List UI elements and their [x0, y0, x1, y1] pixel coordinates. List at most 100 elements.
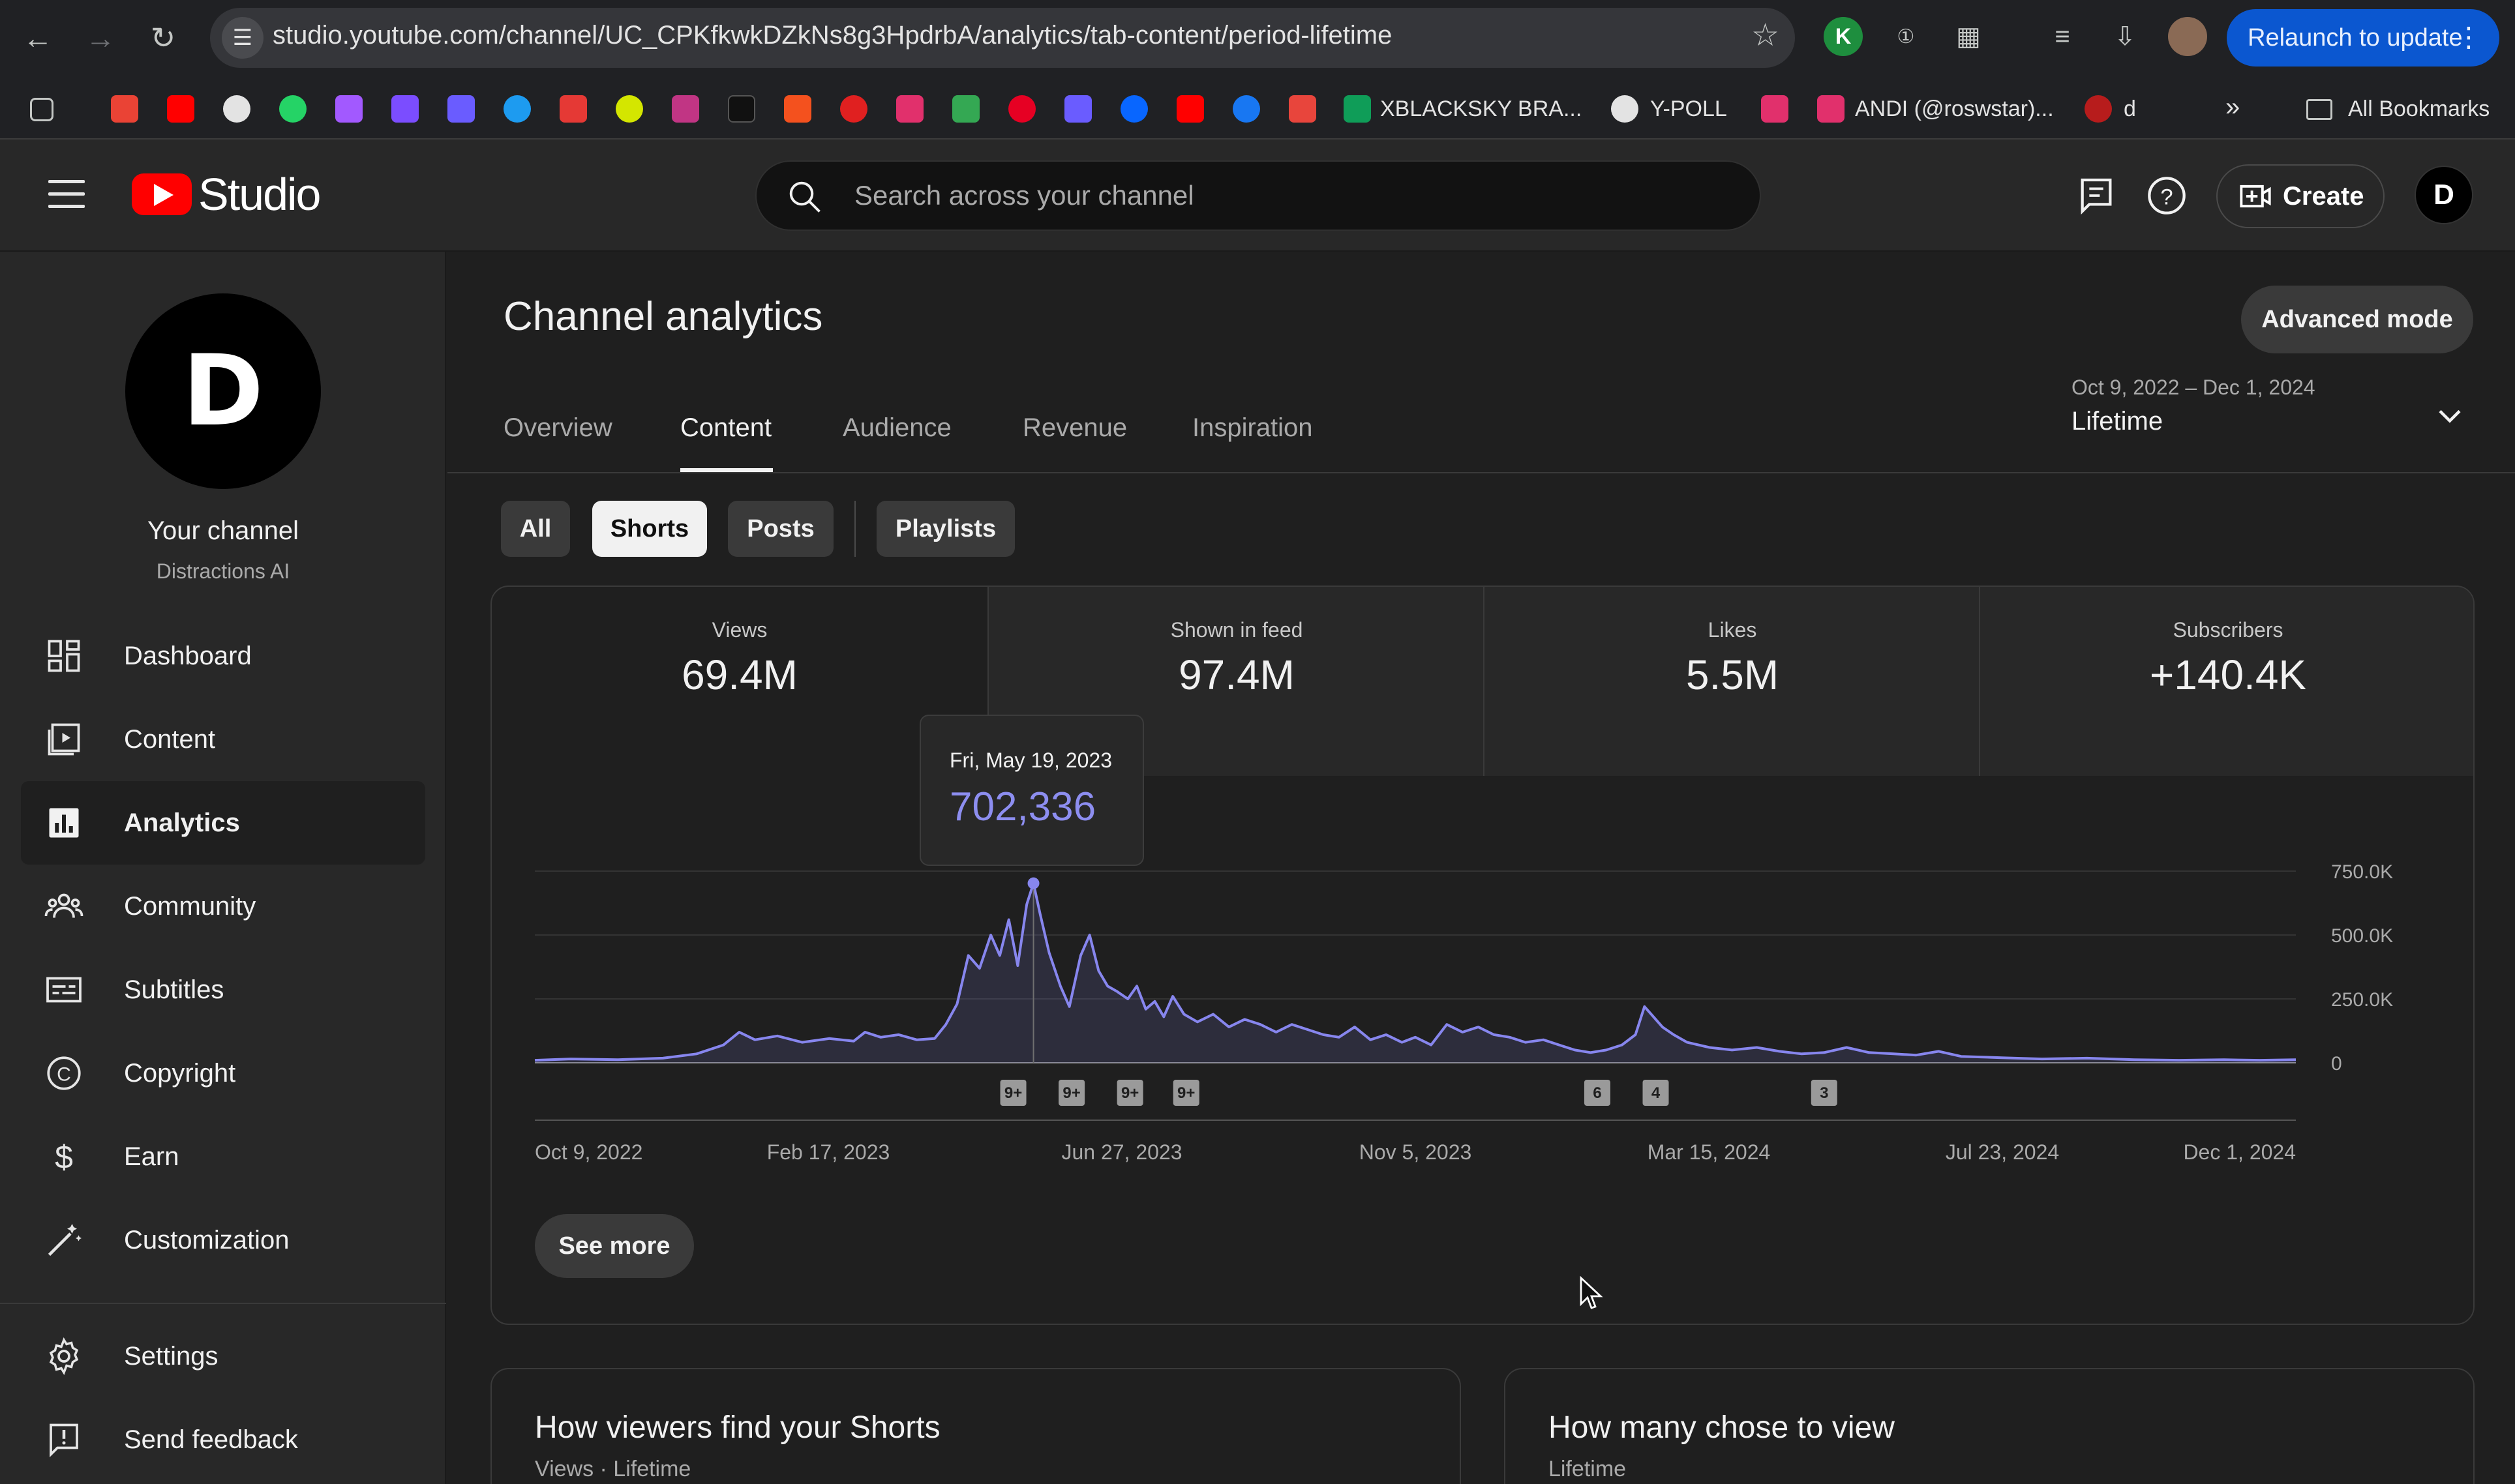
- date-range-text[interactable]: Oct 9, 2022 – Dec 1, 2024: [2071, 376, 2315, 399]
- whatsapp-icon[interactable]: [279, 95, 307, 123]
- address-url[interactable]: studio.youtube.com/channel/UC_CPKfkwkDZk…: [273, 21, 1393, 50]
- tab-inspiration[interactable]: Inspiration: [1192, 413, 1313, 442]
- bookmark-star-icon[interactable]: ☆: [1751, 18, 1779, 53]
- see-more-button[interactable]: See more: [535, 1214, 694, 1278]
- bookmark-square-icon[interactable]: [672, 95, 699, 123]
- tab-overview[interactable]: Overview: [504, 413, 612, 442]
- bookmark-arrow-icon[interactable]: [784, 95, 811, 123]
- download-icon[interactable]: ⇩: [2114, 22, 2136, 51]
- meta-icon[interactable]: [1121, 95, 1148, 123]
- tab-audience[interactable]: Audience: [843, 413, 952, 442]
- profile-icon[interactable]: [2168, 17, 2207, 56]
- instagram3-icon[interactable]: [1817, 95, 1845, 123]
- account-avatar[interactable]: D: [2415, 166, 2473, 224]
- studio-logo[interactable]: Studio: [132, 169, 321, 220]
- extensions-puzzle-icon[interactable]: ▦: [1956, 22, 1981, 51]
- advanced-mode-button[interactable]: Advanced mode: [2241, 286, 2473, 353]
- back-icon[interactable]: ←: [23, 21, 53, 55]
- card-how-viewers-find[interactable]: How viewers find your Shorts Views · Lif…: [490, 1368, 1461, 1484]
- all-bookmarks[interactable]: All Bookmarks: [2348, 96, 2490, 121]
- search-box[interactable]: [755, 160, 1761, 231]
- video-marker-badge: [1059, 1080, 1085, 1106]
- forward-icon[interactable]: →: [85, 21, 115, 55]
- bookmark-s-icon[interactable]: [391, 95, 419, 123]
- bookmark-ypoll[interactable]: Y-POLL: [1650, 96, 1727, 121]
- download-bookmark-icon[interactable]: [560, 95, 587, 123]
- chatgpt2-icon[interactable]: [1611, 95, 1638, 123]
- folder-icon[interactable]: [2306, 99, 2332, 120]
- sheets-icon[interactable]: [1344, 95, 1371, 123]
- apps-grid-icon[interactable]: [30, 98, 53, 121]
- metric-value: +140.4K: [2149, 651, 2307, 698]
- bookmark-d-icon[interactable]: [2085, 95, 2112, 123]
- instagram-icon[interactable]: [896, 95, 924, 123]
- sidebar-item-earn[interactable]: $ Earn: [21, 1115, 425, 1198]
- bookmark-p-icon[interactable]: [840, 95, 867, 123]
- chip-playlists[interactable]: Playlists: [877, 501, 1015, 557]
- sidebar-item-send-feedback[interactable]: Send feedback: [21, 1398, 425, 1481]
- metric-views[interactable]: Views 69.4M: [492, 587, 987, 776]
- messenger-icon[interactable]: [504, 95, 531, 123]
- menu-icon[interactable]: [48, 180, 85, 209]
- bookmark-dot-icon[interactable]: [616, 95, 643, 123]
- tab-revenue[interactable]: Revenue: [1023, 413, 1128, 442]
- y-tick-label: 500.0K: [2331, 925, 2393, 947]
- messages-icon[interactable]: [2075, 175, 2117, 216]
- channel-avatar[interactable]: D: [125, 293, 321, 489]
- bookmark-xblacksky[interactable]: XBLACKSKY BRA...: [1380, 96, 1582, 121]
- reload-icon[interactable]: ↻: [150, 21, 176, 55]
- media-queue-icon[interactable]: ≡: [2055, 22, 2070, 51]
- bookmark-9-icon[interactable]: [1289, 95, 1316, 123]
- date-period[interactable]: Lifetime: [2071, 407, 2163, 436]
- chip-shorts[interactable]: Shorts: [592, 501, 707, 557]
- card-title: How many chose to view: [1548, 1410, 1895, 1445]
- bookmark-h-icon[interactable]: [447, 95, 475, 123]
- bookmark-andi[interactable]: ANDI (@roswstar)...: [1855, 96, 2054, 121]
- x-tick-label: Nov 5, 2023: [1359, 1140, 1472, 1164]
- sidebar-item-subtitles[interactable]: Subtitles: [21, 948, 425, 1031]
- address-bar[interactable]: ☰ studio.youtube.com/channel/UC_CPKfkwkD…: [210, 8, 1795, 68]
- x-tick-label: Mar 15, 2024: [1648, 1140, 1771, 1164]
- pinterest-icon[interactable]: [1008, 95, 1036, 123]
- sidebar-item-analytics[interactable]: Analytics: [21, 781, 425, 865]
- bookmark-d[interactable]: d: [2124, 96, 2136, 121]
- metric-subscribers[interactable]: Subscribers +140.4K: [1980, 587, 2473, 776]
- extension-2-icon[interactable]: ①: [1897, 25, 1915, 48]
- youtube-icon[interactable]: [167, 95, 194, 123]
- sidebar-item-content[interactable]: Content: [21, 698, 425, 781]
- sidebar-item-community[interactable]: Community: [21, 865, 425, 948]
- create-button[interactable]: Create: [2216, 164, 2385, 228]
- extension-k-icon[interactable]: K: [1824, 17, 1863, 56]
- sidebar-item-customization[interactable]: Customization: [21, 1198, 425, 1282]
- metric-likes[interactable]: Likes 5.5M: [1484, 587, 1980, 776]
- sidebar-item-settings[interactable]: Settings: [21, 1314, 425, 1398]
- chip-all[interactable]: All: [501, 501, 570, 557]
- help-icon[interactable]: ?: [2146, 175, 2188, 216]
- video-marker-label: 4: [1651, 1084, 1661, 1102]
- drive-icon[interactable]: [952, 95, 980, 123]
- chevron-down-icon[interactable]: [2430, 396, 2469, 436]
- card-how-many-chose[interactable]: How many chose to view Lifetime: [1504, 1368, 2475, 1484]
- youtube2-icon[interactable]: [1177, 95, 1204, 123]
- video-marker-label: 3: [1820, 1084, 1828, 1102]
- logo-text: Studio: [198, 169, 321, 220]
- sidebar-item-dashboard[interactable]: Dashboard: [21, 614, 425, 698]
- search-input[interactable]: [854, 162, 1702, 230]
- figma-icon[interactable]: [335, 95, 363, 123]
- chatgpt-icon[interactable]: [223, 95, 250, 123]
- tiktok-icon[interactable]: [728, 95, 755, 123]
- sidebar-item-copyright[interactable]: C Copyright: [21, 1031, 425, 1115]
- chip-posts[interactable]: Posts: [728, 501, 834, 557]
- sidebar-item-label: Earn: [124, 1142, 179, 1171]
- instagram2-icon[interactable]: [1761, 95, 1788, 123]
- relaunch-button[interactable]: Relaunch to update ⋮: [2227, 9, 2499, 67]
- tab-content[interactable]: Content: [680, 413, 772, 442]
- site-info-icon[interactable]: ☰: [222, 17, 264, 59]
- bookmark-h2-icon[interactable]: [1064, 95, 1092, 123]
- facebook-icon[interactable]: [1233, 95, 1260, 123]
- bookmarks-overflow-icon[interactable]: »: [2225, 93, 2240, 121]
- gmail-icon[interactable]: [111, 95, 138, 123]
- sidebar-item-label: Subtitles: [124, 975, 224, 1004]
- views-line-chart[interactable]: 750.0K 500.0K 250.0K 0 9+ 9+ 9+ 9+ 6 4 3 Oct 9, 202…: [492, 587, 2475, 1174]
- sidebar: D Your channel Distractions AI Dashboard…: [0, 252, 446, 1484]
